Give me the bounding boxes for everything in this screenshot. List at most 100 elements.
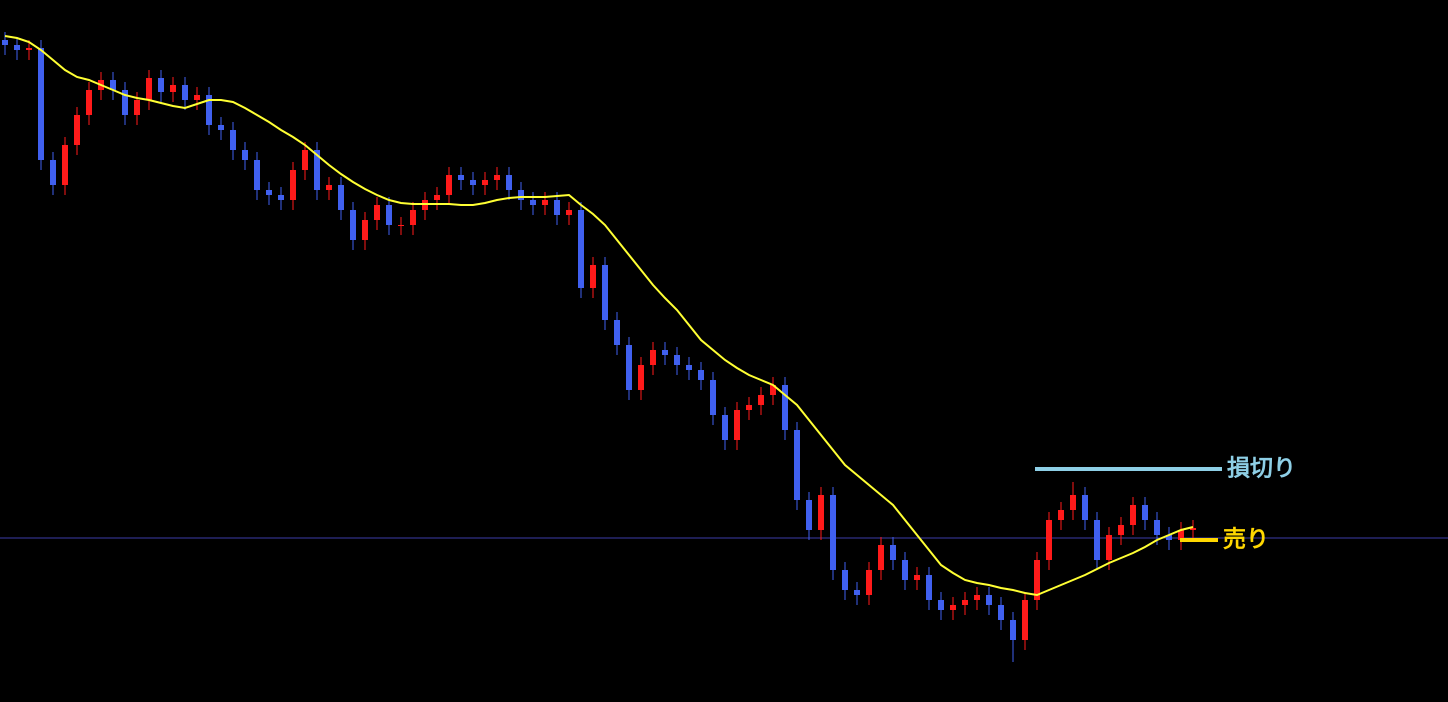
candle-body [1178, 530, 1184, 540]
candle-body [374, 205, 380, 220]
candle-body [62, 145, 68, 185]
candle-body [554, 200, 560, 215]
candle-body [602, 265, 608, 320]
candle-body [302, 150, 308, 170]
candle-body [1166, 535, 1172, 540]
candle-body [50, 160, 56, 185]
candle-body [662, 350, 668, 355]
candle-body [230, 130, 236, 150]
candle-body [566, 210, 572, 215]
candle-body [362, 220, 368, 240]
candle-body [278, 195, 284, 200]
candle-body [842, 570, 848, 590]
candle-body [494, 175, 500, 180]
annotation-label: 損切り [1227, 456, 1296, 482]
candle-body [1046, 520, 1052, 560]
candle-body [758, 395, 764, 405]
candle-body [770, 385, 776, 395]
candle-body [110, 80, 116, 90]
candle-body [866, 570, 872, 595]
candle-body [470, 180, 476, 185]
candle-body [434, 195, 440, 200]
candle-body [506, 175, 512, 190]
candle-body [974, 595, 980, 600]
candle-body [182, 85, 188, 100]
candle-body [146, 78, 152, 100]
candle-body [1070, 495, 1076, 510]
candle-body [902, 560, 908, 580]
candle-body [1118, 525, 1124, 535]
candle-body [1154, 520, 1160, 535]
candle-body [782, 385, 788, 430]
candle-body [1094, 520, 1100, 560]
candle-body [626, 345, 632, 390]
candle-body [794, 430, 800, 500]
candle-body [350, 210, 356, 240]
candle-body [446, 175, 452, 195]
candle-body [74, 115, 80, 145]
candle-body [1058, 510, 1064, 520]
candle-body [938, 600, 944, 610]
candle-body [542, 200, 548, 205]
candle-body [338, 185, 344, 210]
candle-body [1034, 560, 1040, 600]
candle-body [590, 265, 596, 288]
candle-body [710, 380, 716, 415]
candle-body [1022, 600, 1028, 640]
candle-body [890, 545, 896, 560]
candle-body [26, 48, 32, 50]
annotation-label: 売り [1223, 527, 1269, 553]
candle-body [614, 320, 620, 345]
candle-body [1130, 505, 1136, 525]
candle-body [122, 90, 128, 115]
candle-body [170, 85, 176, 92]
candle-body [482, 180, 488, 185]
candle-body [1190, 528, 1196, 530]
candle-body [194, 95, 200, 100]
candle-body [734, 410, 740, 440]
candle-body [950, 605, 956, 610]
candle-body [914, 575, 920, 580]
candle-body [386, 205, 392, 225]
candle-body [38, 48, 44, 160]
candle-body [458, 175, 464, 180]
candle-body [998, 605, 1004, 620]
candle-body [134, 100, 140, 115]
candle-body [1082, 495, 1088, 520]
candle-body [398, 225, 404, 226]
candle-body [326, 185, 332, 190]
candle-body [698, 370, 704, 380]
candle-body [410, 210, 416, 225]
candle-body [254, 160, 260, 190]
candle-body [806, 500, 812, 530]
candle-body [218, 125, 224, 130]
moving-average [4, 35, 1194, 597]
candle-body [926, 575, 932, 600]
candle-body [314, 150, 320, 190]
candle-body [962, 600, 968, 605]
candle-body [1106, 535, 1112, 560]
candle-body [206, 95, 212, 125]
candle-body [530, 200, 536, 205]
candle-body [578, 210, 584, 288]
candle-body [878, 545, 884, 570]
candle-body [638, 365, 644, 390]
candle-body [830, 495, 836, 570]
candle-body [674, 355, 680, 365]
candle-body [242, 150, 248, 160]
candle-body [290, 170, 296, 200]
candle-body [158, 78, 164, 92]
candle-body [1142, 505, 1148, 520]
candle-body [986, 595, 992, 605]
candle-body [518, 190, 524, 200]
candle-body [86, 90, 92, 115]
candle-body [686, 365, 692, 370]
candle-body [722, 415, 728, 440]
candle-body [746, 405, 752, 410]
candle-body [818, 495, 824, 530]
candle-body [650, 350, 656, 365]
candle-body [1010, 620, 1016, 640]
